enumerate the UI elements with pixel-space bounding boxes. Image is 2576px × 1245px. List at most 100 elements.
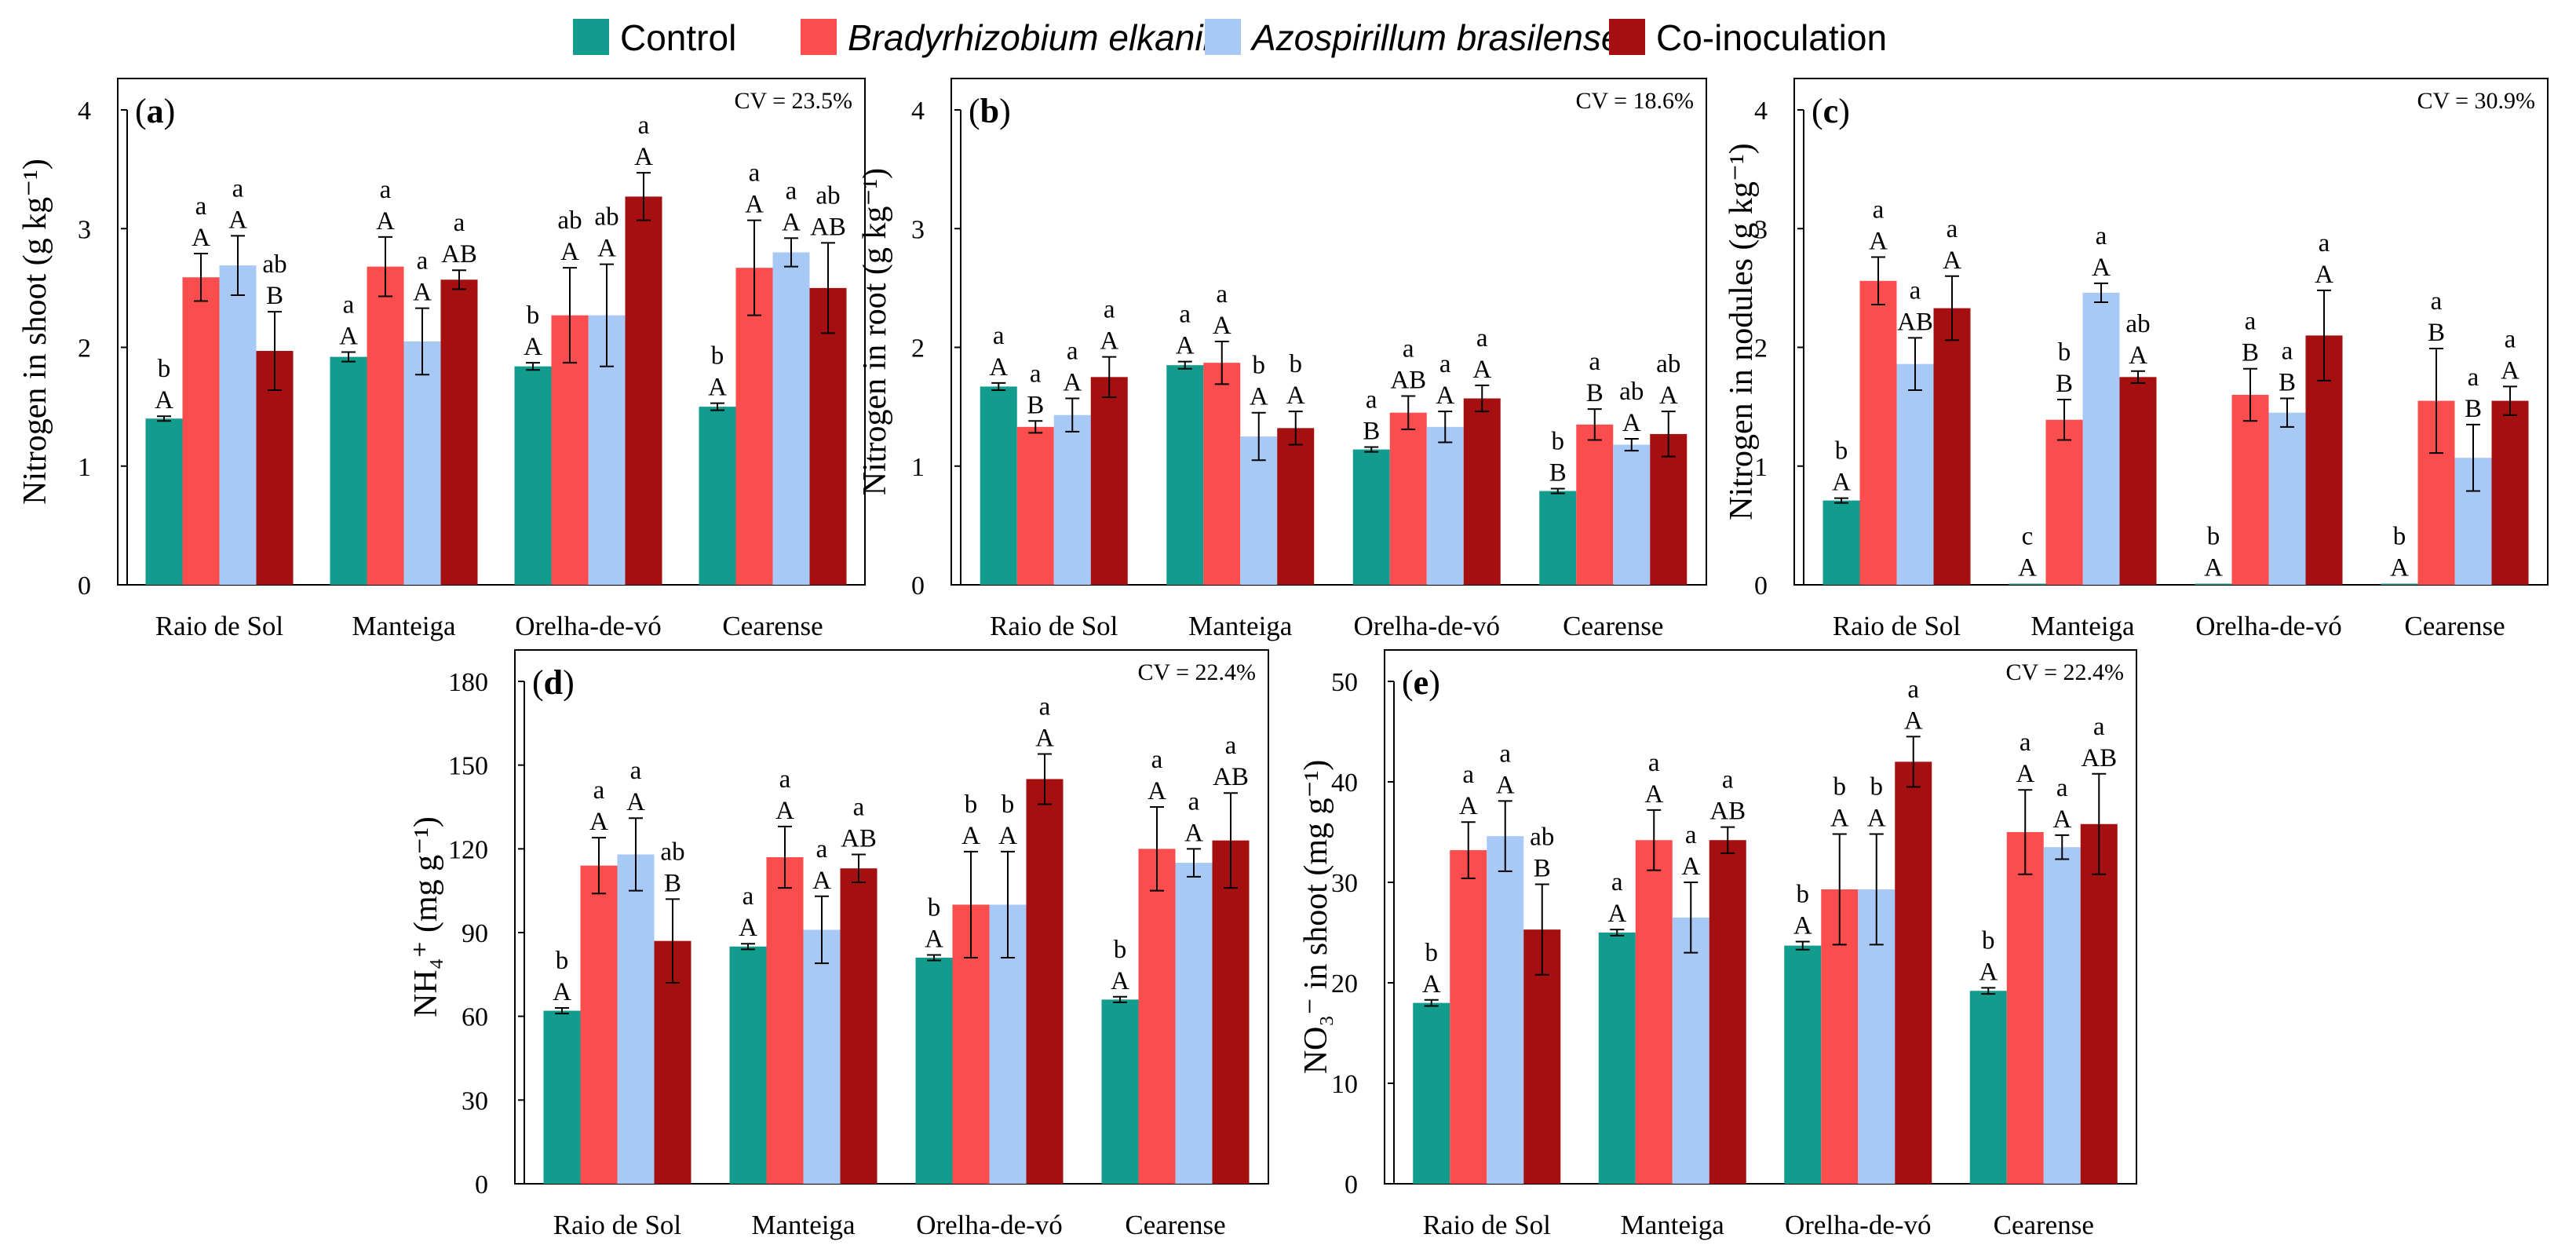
letter-upper: A [155, 386, 173, 414]
letter-lower: a [195, 192, 207, 221]
panel-tag: (e) [1402, 663, 1440, 702]
y-axis-label: NH₄⁺ (mg g⁻¹) [408, 816, 444, 1017]
y-tick-label: 180 [448, 668, 488, 697]
y-tick-label: 1 [1754, 453, 1768, 482]
letter-lower: b [1290, 350, 1303, 378]
letter-lower: a [2282, 338, 2293, 366]
x-category-label: Cearense [722, 611, 823, 641]
bar-c-3-3 [2268, 412, 2306, 585]
bar-a-2-3 [403, 341, 441, 585]
letter-lower: a [1499, 739, 1511, 768]
bar-c-4-1 [2381, 583, 2418, 585]
letter-upper: A [1622, 409, 1641, 437]
x-category-label: Orelha-de-vó [515, 611, 662, 641]
letter-upper: A [2092, 254, 2111, 282]
letter-upper: A [1681, 853, 1700, 881]
letter-upper: B [2279, 369, 2296, 397]
panel-tag: (b) [969, 92, 1011, 130]
letter-upper: A [1979, 958, 1998, 986]
letter-lower: a [232, 174, 244, 203]
bar-e-4-2 [2006, 832, 2044, 1184]
letter-upper: A [775, 797, 794, 825]
letter-upper: A [1830, 805, 1849, 833]
x-category-label: Orelha-de-vó [1785, 1210, 1932, 1240]
letter-lower: c [2022, 522, 2034, 550]
bar-e-3-1 [1784, 945, 1822, 1184]
panel-a: 0 1 2 3 4 Nitrogen in shoot (g kg⁻¹) (a) CV = 2… [17, 78, 866, 641]
bar-d-2-4 [840, 868, 878, 1184]
bar-d-4-3 [1175, 863, 1213, 1184]
bar-b-1-2 [1016, 426, 1054, 585]
panel-letter: e [1414, 663, 1429, 702]
y-tick-label: 4 [911, 97, 925, 126]
letter-upper: A [2315, 261, 2333, 289]
x-category-label: Raio de Sol [1833, 611, 1961, 641]
panel-letter: c [1823, 92, 1839, 130]
letter-upper: A [998, 822, 1017, 850]
letter-lower: a [2093, 713, 2105, 741]
y-tick-label: 2 [911, 334, 925, 363]
bar-b-2-4 [1277, 428, 1315, 585]
bar-b-1-1 [980, 386, 1017, 585]
y-axis-label: Nitrogen in nodules (g kg⁻¹) [1724, 143, 1760, 520]
letter-upper: A [2018, 553, 2037, 582]
letter-lower: a [743, 882, 754, 911]
y-tick-label: 3 [78, 215, 91, 244]
letter-lower: b [527, 301, 540, 330]
letter-upper: AB [1390, 367, 1426, 395]
bar-d-1-3 [617, 854, 655, 1184]
bar-e-2-4 [1709, 840, 1746, 1184]
bar-c-1-3 [1896, 363, 1934, 585]
letter-lower: a [1611, 868, 1623, 896]
letter-lower: a [454, 209, 465, 237]
letter-upper: A [1176, 332, 1195, 360]
letter-lower: b [1835, 437, 1848, 466]
y-tick-label: 40 [1331, 769, 1358, 798]
x-category-label: Orelha-de-vó [916, 1210, 1063, 1240]
x-category-label: Cearense [1125, 1210, 1225, 1240]
letter-lower: b [1425, 939, 1439, 967]
letter-upper: A [1607, 900, 1626, 928]
bar-e-1-1 [1413, 1002, 1450, 1184]
letter-upper: B [2242, 339, 2259, 367]
y-axis-label: Nitrogen in shoot (g kg⁻¹) [17, 159, 53, 505]
bar-c-1-2 [1859, 280, 1897, 585]
y-tick-label: 30 [462, 1086, 488, 1115]
legend-swatch-3 [1205, 19, 1241, 55]
letter-upper: A [2204, 553, 2223, 582]
panel-letter: d [544, 663, 563, 702]
letter-lower: a [993, 322, 1005, 350]
bar-b-2-2 [1203, 363, 1241, 585]
letter-lower: b [1797, 881, 1810, 909]
bar-d-1-2 [580, 865, 618, 1184]
letter-upper: A [989, 353, 1008, 382]
letter-lower: ab [262, 250, 286, 279]
letter-upper: A [634, 143, 653, 171]
letter-upper: A [553, 978, 571, 1006]
letter-lower: a [2245, 308, 2257, 336]
letter-upper: A [1659, 382, 1678, 410]
letter-lower: b [965, 790, 978, 819]
letter-upper: A [1148, 777, 1166, 805]
letter-lower: a [1439, 350, 1451, 378]
letter-upper: A [745, 191, 764, 219]
panel-b: 0 1 2 3 4 Nitrogen in root (g kg⁻¹) (b) CV = 18… [857, 78, 1707, 641]
letter-upper: A [1459, 792, 1478, 820]
letter-lower: ab [2125, 310, 2150, 338]
letter-lower: b [2207, 522, 2220, 550]
bar-b-2-3 [1240, 436, 1278, 585]
letter-lower: a [1648, 749, 1660, 777]
letter-lower: ab [660, 838, 684, 866]
letter-lower: b [928, 893, 941, 922]
panel-tag: (a) [135, 92, 175, 130]
letter-upper: A [524, 333, 542, 361]
legend-label-4: Co-inoculation [1656, 17, 1887, 58]
y-tick-label: 20 [1331, 969, 1358, 999]
y-tick-label: 0 [1345, 1170, 1358, 1199]
letter-upper: A [1496, 771, 1515, 799]
bar-c-2-3 [2082, 292, 2120, 585]
letter-upper: A [2016, 760, 2034, 788]
bar-b-4-4 [1650, 433, 1688, 585]
letter-lower: a [786, 177, 797, 205]
